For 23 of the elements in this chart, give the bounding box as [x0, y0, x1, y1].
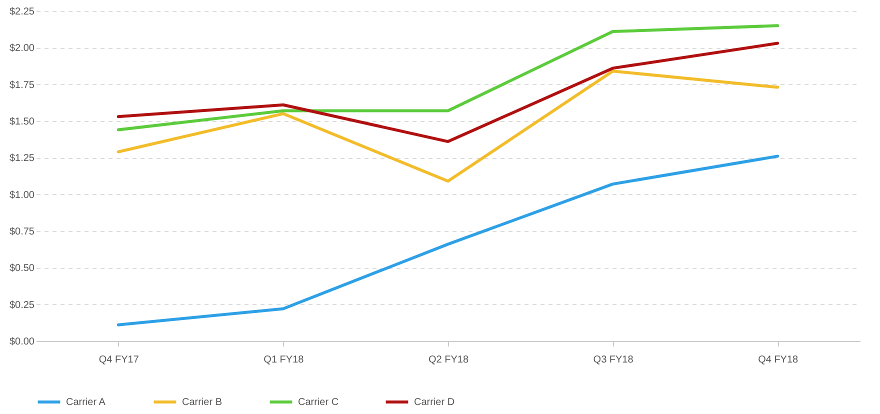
line-series — [116, 154, 780, 326]
x-tick-label: Q1 FY18 — [264, 354, 304, 366]
line-series — [116, 70, 780, 183]
y-tick-label: $0.25 — [9, 300, 35, 311]
y-tick-label: $2.25 — [9, 6, 35, 18]
y-tick-label: $1.00 — [9, 190, 35, 201]
x-tick-label: Q2 FY18 — [428, 354, 469, 366]
x-tick-label: Q4 FY17 — [98, 354, 140, 366]
x-tick-label: Q4 FY18 — [758, 354, 799, 366]
y-tick-label: $0.50 — [9, 263, 35, 274]
y-tick-label: $0.00 — [9, 336, 35, 348]
y-tick-label: $1.25 — [9, 153, 35, 164]
y-tick-label: $2.00 — [9, 43, 35, 54]
line-series — [116, 42, 780, 144]
y-tick-label: $1.75 — [9, 80, 35, 91]
legend-label: Carrier B — [182, 397, 222, 408]
y-tick-label: $0.75 — [9, 226, 35, 238]
legend-label: Carrier D — [414, 397, 455, 408]
legend-label: Carrier A — [66, 397, 106, 408]
x-tick-label: Q3 FY18 — [593, 354, 634, 366]
line-series — [116, 24, 780, 132]
y-tick-label: $1.50 — [9, 116, 35, 128]
legend-label: Carrier C — [298, 397, 339, 408]
